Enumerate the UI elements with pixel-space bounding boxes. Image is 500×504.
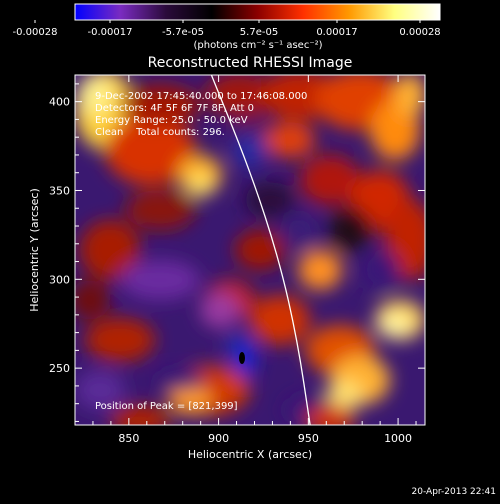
heatmap-blob [305, 405, 355, 425]
heatmap-blob [379, 313, 411, 337]
heatmap-blob [75, 370, 125, 410]
heatmap-blob [155, 370, 205, 390]
peak-spot [239, 352, 245, 364]
colorbar-unit: (photons cm⁻² s⁻¹ asec⁻²) [193, 40, 322, 51]
plot-frame [74, 74, 426, 426]
annotation-time-range: 9-Dec-2002 17:45:40.000 to 17:46:08.000 [95, 91, 307, 102]
colorbar-gradient [74, 3, 441, 21]
heatmap-blob [235, 230, 285, 270]
heatmap-blob [328, 208, 372, 252]
y-tick-label: 300 [49, 273, 70, 286]
x-tick-label: 850 [118, 432, 139, 445]
colorbar-tick-label: -0.00017 [88, 27, 133, 38]
y-axis-ticks: 250 300 350 400 [49, 83, 425, 422]
x-tick-label: 900 [208, 432, 229, 445]
heatmap-blob [120, 260, 200, 300]
heatmap-blob [280, 210, 320, 250]
colorbar-tick-label: -0.00028 [13, 27, 58, 38]
colorbar-tick-label: 5.7e-05 [240, 27, 278, 38]
observation-annotations: 9-Dec-2002 17:45:40.000 to 17:46:08.000 … [95, 91, 307, 412]
heatmap-blob [105, 115, 195, 185]
colorbar-tick-label: -5.7e-05 [162, 27, 204, 38]
heatmap-blob [186, 173, 214, 197]
colorbar-tick-label: 0.00017 [316, 27, 357, 38]
heatmap-blob [125, 190, 195, 230]
colorbar-tick-label: 0.00028 [399, 27, 440, 38]
heatmap-blob [120, 85, 200, 125]
heatmap-blob [110, 405, 170, 425]
heatmap-blob [77, 75, 113, 115]
heatmap-blob [250, 295, 310, 345]
heatmap-blob [265, 122, 315, 158]
heatmap-blob [200, 292, 240, 328]
x-axis-title: Heliocentric X (arcsec) [188, 448, 312, 461]
heatmap-blob [205, 75, 275, 117]
annotation-clean-counts: Clean Total counts: 296. [95, 127, 225, 138]
y-tick-label: 400 [49, 96, 70, 109]
heatmap-blob [300, 155, 360, 205]
x-tick-label: 950 [298, 432, 319, 445]
heatmap-blob [394, 75, 425, 117]
solar-limb-arc [210, 75, 311, 425]
timestamp: 20-Apr-2013 22:41 [412, 487, 496, 497]
peak-position-label: Position of Peak = [821,399] [95, 401, 238, 412]
plot-area [75, 75, 425, 425]
heatmap-blob [232, 132, 268, 168]
chart-title: Reconstructed RHESSI Image [148, 55, 353, 71]
annotation-energy-range: Energy Range: 25.0 - 50.0 keV [95, 115, 248, 126]
heatmap-blob [327, 380, 363, 410]
heatmap-blob [80, 220, 140, 280]
heatmap-blob [233, 342, 257, 378]
heatmap-blob [360, 250, 400, 290]
heatmap-blob [85, 318, 155, 362]
annotation-detectors: Detectors: 4F 5F 6F 7F 8F, Att 0 [95, 103, 254, 114]
x-tick-label: 1000 [384, 432, 412, 445]
heatmap-blob [168, 385, 212, 415]
heatmap-blob [298, 250, 342, 290]
heatmap-image [75, 75, 425, 425]
y-axis-title: Heliocentric Y (arcsec) [28, 188, 41, 312]
heatmap-blob [75, 280, 110, 320]
colorbar-ticks [34, 20, 421, 23]
y-tick-label: 250 [49, 362, 70, 375]
colorbar: -0.00028 -0.00017 -5.7e-05 5.7e-05 0.00017 0.… [13, 3, 441, 51]
heatmap-blob [245, 182, 295, 218]
y-tick-label: 350 [49, 184, 70, 197]
x-axis-ticks: 850 900 950 1000 [92, 75, 417, 445]
colorbar-tick-labels: -0.00028 -0.00017 -5.7e-05 5.7e-05 0.00017 0.… [13, 27, 441, 38]
